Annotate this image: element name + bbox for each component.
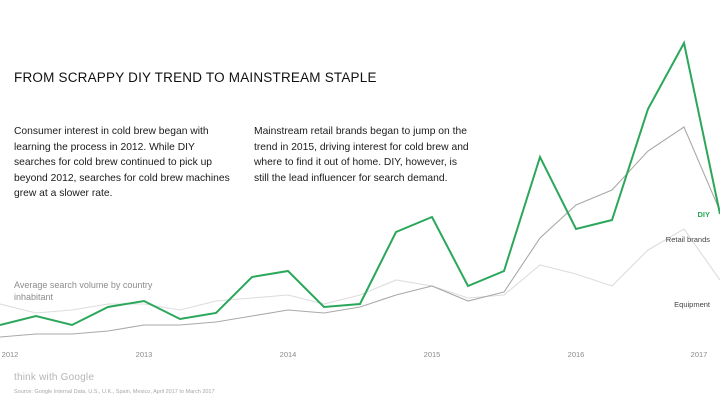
- source-note: Source: Google Internal Data, U.S., U.K.…: [14, 389, 215, 395]
- brand-logo-text: think with Google: [14, 372, 95, 383]
- series-label-equipment: Equipment: [674, 300, 710, 309]
- series-label-diy: DIY: [697, 210, 710, 219]
- y-axis-label: Average search volume by country inhabit…: [14, 280, 153, 302]
- series-line-diy: [0, 40, 720, 327]
- series-line-retail-brands: [0, 126, 720, 338]
- x-tick-label-2014: 2014: [280, 350, 297, 359]
- x-tick-label-2017: 2017: [691, 350, 708, 359]
- x-tick-label-2012: 2012: [2, 350, 19, 359]
- x-tick-label-2016: 2016: [568, 350, 585, 359]
- description-2012: Consumer interest in cold brew began wit…: [14, 126, 230, 199]
- x-tick-label-2013: 2013: [136, 350, 153, 359]
- series-label-retail-brands: Retail brands: [665, 235, 710, 244]
- x-tick-label-2015: 2015: [424, 350, 441, 359]
- description-2015: Mainstream retail brands began to jump o…: [254, 126, 469, 184]
- chart-title: FROM SCRAPPY DIY TREND TO MAINSTREAM STA…: [14, 70, 377, 85]
